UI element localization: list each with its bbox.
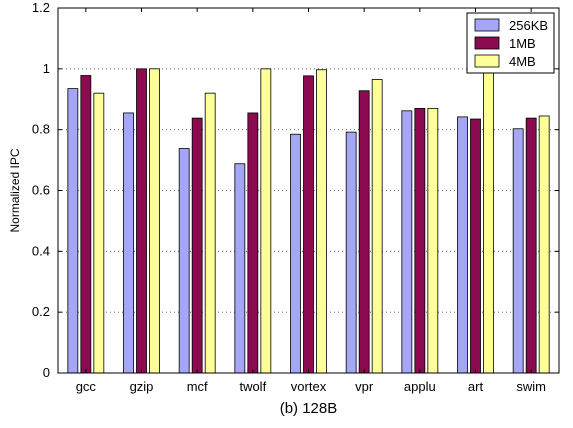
y-tick-label: 1.2 — [32, 0, 50, 15]
x-tick-label: gzip — [130, 379, 154, 394]
bar-swim-4MB — [538, 115, 550, 374]
x-tick-label: gcc — [76, 379, 97, 394]
y-tick-label: 0 — [43, 365, 50, 380]
bar-vpr-256KB — [345, 131, 357, 374]
bar-art-4MB — [483, 69, 494, 374]
bar-vpr-4MB — [371, 79, 383, 374]
bar-applu-1MB — [414, 107, 426, 374]
x-tick-label: twolf — [239, 379, 266, 394]
x-tick-label: mcf — [187, 379, 208, 394]
bar-vortex-1MB — [303, 75, 314, 374]
bar-gcc-256KB — [67, 88, 79, 374]
bar-art-256KB — [457, 116, 468, 374]
legend-swatch-256KB — [474, 18, 500, 32]
x-tick-label: art — [468, 379, 484, 394]
bars — [67, 68, 550, 374]
axis-ticks: 0 0.2 0.4 0.6 0.8 1 1.2 gcc gzip mcf twolf vortex vp… — [32, 0, 559, 394]
legend-label-1MB: 1MB — [509, 36, 536, 51]
y-axis-label: Normalized IPC — [8, 148, 22, 232]
legend-label-256KB: 256KB — [509, 18, 548, 33]
bar-mcf-256KB — [178, 148, 190, 374]
bar-gzip-1MB — [136, 68, 147, 374]
bar-vpr-1MB — [358, 90, 370, 374]
bar-mcf-4MB — [204, 92, 216, 374]
y-tick-label: 0.2 — [32, 304, 50, 319]
bar-swim-1MB — [525, 117, 537, 374]
bar-applu-256KB — [401, 110, 413, 374]
legend-swatch-4MB — [474, 54, 500, 68]
bar-gzip-256KB — [123, 112, 134, 374]
y-tick-label: 0.4 — [32, 243, 50, 258]
bar-swim-256KB — [512, 128, 524, 374]
x-tick-label: applu — [404, 379, 436, 394]
legend-swatch-1MB — [474, 36, 500, 50]
bar-gzip-4MB — [149, 68, 160, 374]
x-tick-label: vpr — [355, 379, 374, 394]
bar-vortex-256KB — [290, 133, 301, 374]
y-tick-label: 0.6 — [32, 183, 50, 198]
y-tick-label: 0.8 — [32, 122, 50, 137]
y-tick-label: 1 — [43, 61, 50, 76]
x-tick-label: vortex — [291, 379, 327, 394]
figure-caption: (b) 128B — [280, 400, 338, 417]
bar-vortex-4MB — [316, 69, 327, 374]
legend-label-4MB: 4MB — [509, 54, 536, 69]
bar-applu-4MB — [427, 107, 439, 374]
bar-mcf-1MB — [191, 117, 203, 374]
bar-twolf-256KB — [234, 163, 246, 374]
legend: 256KB 1MB 4MB — [466, 12, 555, 74]
x-tick-label: swim — [516, 379, 546, 394]
bar-gcc-4MB — [93, 92, 105, 374]
bar-twolf-4MB — [260, 68, 272, 374]
bar-twolf-1MB — [247, 112, 259, 374]
bar-gcc-1MB — [80, 75, 92, 374]
bar-art-1MB — [470, 118, 481, 374]
